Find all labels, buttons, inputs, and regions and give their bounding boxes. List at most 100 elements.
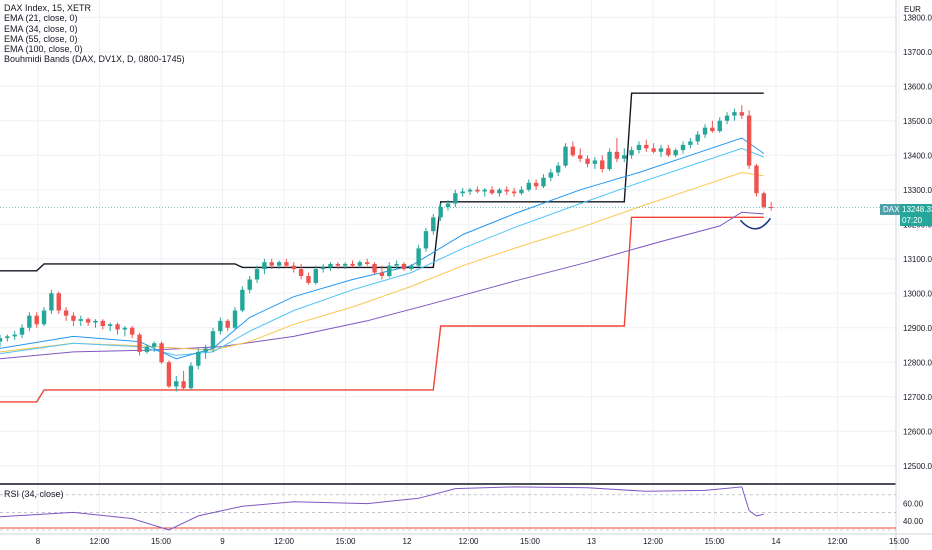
- candle-body: [357, 262, 363, 266]
- time-tick-label: 15:00: [335, 537, 356, 546]
- candle-body: [702, 127, 708, 135]
- candle-body: [548, 172, 554, 178]
- candle-body: [585, 158, 590, 164]
- time-tick-label: 15:00: [889, 537, 910, 546]
- candle-body: [152, 343, 157, 347]
- candle-body: [387, 265, 392, 276]
- candle-body: [511, 191, 517, 194]
- time-tick-label: 12:00: [827, 537, 848, 546]
- candle-body: [159, 343, 164, 363]
- candle-body: [541, 177, 546, 187]
- symbol-tag: DAX: [880, 204, 903, 215]
- last-price: 13248.33: [902, 205, 932, 214]
- time-tick-label: 12:00: [458, 537, 479, 546]
- time-tick-label: 12:00: [643, 537, 664, 546]
- time-tick-label: 14: [772, 537, 781, 546]
- candle-body: [100, 320, 106, 327]
- indicator-legend: DAX Index, 15, XETR EMA (21, close, 0) E…: [4, 3, 185, 65]
- rsi-tick-label: 40.00: [903, 517, 924, 526]
- lower-band-line: [0, 216, 764, 403]
- candle-body: [203, 348, 208, 352]
- candle-body: [555, 165, 561, 173]
- candle-body: [306, 276, 311, 283]
- rsi-tick-label: 60.00: [903, 500, 924, 509]
- candle-body: [174, 381, 179, 387]
- candle-body: [12, 334, 17, 337]
- candle-body: [710, 127, 715, 132]
- candle-body: [533, 182, 539, 187]
- candle-body: [240, 289, 245, 311]
- candle-body: [0, 338, 3, 342]
- price-tick-label: 12800.00: [903, 358, 932, 367]
- candle-body: [85, 319, 91, 323]
- candle-body: [41, 310, 47, 325]
- legend-bouhmidi-bands[interactable]: Bouhmidi Bands (DAX, DV1X, D, 0800-1745): [4, 54, 185, 65]
- candle-body: [673, 150, 678, 156]
- ema34-line: [0, 147, 764, 356]
- ema21-line: [0, 137, 765, 360]
- candle-body: [78, 319, 83, 321]
- price-tick-label: 13400.00: [903, 151, 932, 160]
- rsi-line: [0, 486, 764, 531]
- candle-body: [482, 189, 487, 192]
- price-tick-label: 13600.00: [903, 82, 932, 91]
- currency-label: EUR: [904, 5, 921, 14]
- time-tick-label: 12: [403, 537, 412, 546]
- candle-body: [298, 269, 304, 276]
- rsi-title[interactable]: RSI (34, close): [4, 489, 64, 499]
- candle-body: [445, 203, 451, 207]
- price-tick-label: 12900.00: [903, 324, 932, 333]
- time-tick-label: 13: [587, 537, 596, 546]
- candle-body: [695, 134, 700, 142]
- candle-body: [247, 279, 252, 290]
- price-tick-label: 13800.00: [903, 13, 932, 22]
- candle-body: [754, 165, 759, 194]
- candle-body: [320, 267, 326, 270]
- candle-body: [34, 315, 39, 325]
- rsi-legend: RSI (34, close): [4, 489, 64, 499]
- symbol-title[interactable]: DAX Index, 15, XETR: [4, 3, 92, 13]
- candle-body: [453, 193, 458, 204]
- candle-body: [475, 189, 480, 192]
- candle-body: [519, 189, 524, 194]
- price-tick-label: 12700.00: [903, 393, 932, 402]
- candle-body: [651, 148, 656, 152]
- price-tick-label: 13000.00: [903, 289, 932, 298]
- ema100-line: [0, 211, 764, 360]
- bar-countdown: 07:20: [902, 216, 923, 225]
- candle-body: [254, 269, 260, 280]
- candle-body: [122, 327, 128, 330]
- upper-band-line: [0, 92, 764, 272]
- candle-body: [636, 144, 642, 151]
- candle-body: [526, 182, 531, 190]
- candle-body: [269, 262, 274, 266]
- candle-body: [739, 112, 744, 116]
- time-tick-label: 15:00: [151, 537, 172, 546]
- candle-body: [658, 148, 664, 152]
- candle-body: [63, 310, 69, 316]
- candle-body: [416, 248, 421, 266]
- price-tick-label: 12500.00: [903, 462, 932, 471]
- candle-body: [394, 263, 399, 266]
- time-tick-label: 8: [36, 537, 41, 546]
- candle-body: [724, 115, 730, 121]
- candle-body: [563, 146, 568, 166]
- legend-ema100[interactable]: EMA (100, close, 0): [4, 44, 83, 55]
- candle-body: [107, 324, 113, 327]
- candle-body: [746, 115, 752, 166]
- candle-body: [5, 336, 10, 339]
- time-tick-label: 15:00: [704, 537, 725, 546]
- legend-ema34[interactable]: EMA (34, close, 0): [4, 23, 78, 34]
- legend-ema55[interactable]: EMA (55, close, 0): [4, 33, 78, 44]
- candle-body: [732, 112, 737, 116]
- legend-ema21[interactable]: EMA (21, close, 0): [4, 13, 78, 24]
- candle-body: [622, 155, 627, 159]
- candle-body: [313, 269, 319, 283]
- candle-body: [342, 263, 348, 266]
- candle-body: [129, 327, 135, 335]
- price-tick-label: 12600.00: [903, 427, 932, 436]
- candle-body: [56, 293, 61, 311]
- candle-body: [467, 189, 473, 192]
